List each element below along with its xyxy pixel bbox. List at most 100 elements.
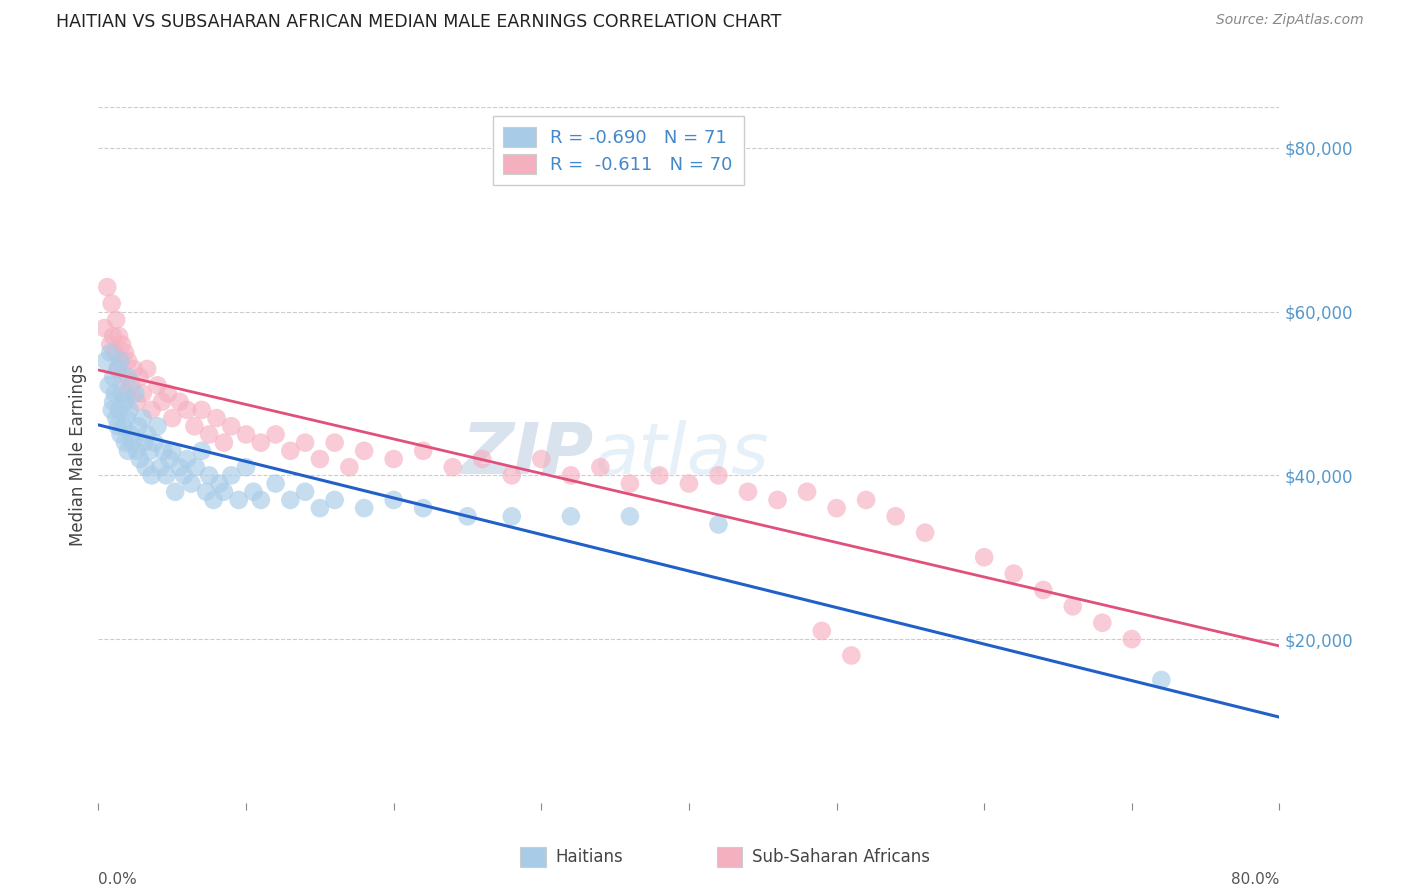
Point bbox=[183, 419, 205, 434]
Point bbox=[235, 427, 257, 442]
Point bbox=[202, 492, 225, 507]
Point bbox=[707, 517, 730, 532]
Point bbox=[841, 648, 863, 663]
Point bbox=[294, 435, 316, 450]
Point bbox=[111, 386, 134, 401]
Point bbox=[973, 550, 995, 565]
Point bbox=[180, 476, 202, 491]
Point bbox=[810, 624, 832, 638]
Point bbox=[136, 427, 159, 442]
Point bbox=[128, 370, 150, 384]
Point bbox=[107, 419, 129, 434]
Point bbox=[110, 353, 132, 368]
Point bbox=[264, 427, 287, 442]
Point bbox=[678, 476, 700, 491]
Point bbox=[309, 501, 332, 516]
Point bbox=[114, 345, 136, 359]
Point bbox=[323, 492, 346, 507]
Point bbox=[108, 403, 131, 417]
Text: ZIP: ZIP bbox=[463, 420, 595, 490]
Point bbox=[471, 452, 494, 467]
Point bbox=[169, 460, 191, 475]
Point bbox=[125, 443, 148, 458]
Point bbox=[530, 452, 553, 467]
Point bbox=[914, 525, 936, 540]
Point bbox=[127, 419, 149, 434]
Point bbox=[353, 501, 375, 516]
Point bbox=[107, 362, 129, 376]
Point bbox=[1062, 599, 1084, 614]
Point bbox=[619, 476, 641, 491]
Point bbox=[98, 345, 121, 359]
Point bbox=[560, 468, 582, 483]
Point bbox=[103, 394, 125, 409]
Point bbox=[104, 386, 127, 401]
Point bbox=[309, 452, 332, 467]
Point bbox=[219, 419, 242, 434]
Point bbox=[278, 443, 302, 458]
Point bbox=[141, 468, 163, 483]
Point bbox=[619, 509, 641, 524]
Point bbox=[412, 443, 434, 458]
Point bbox=[264, 476, 287, 491]
Point bbox=[117, 353, 139, 368]
Point bbox=[93, 321, 115, 335]
Point bbox=[456, 509, 478, 524]
Point bbox=[560, 509, 582, 524]
Point bbox=[103, 329, 125, 343]
Point bbox=[134, 435, 156, 450]
Point bbox=[323, 435, 346, 450]
Point bbox=[156, 386, 179, 401]
Point bbox=[228, 492, 250, 507]
Point bbox=[339, 460, 360, 475]
Point bbox=[117, 370, 139, 384]
Point bbox=[111, 337, 134, 351]
Text: 80.0%: 80.0% bbox=[1232, 872, 1279, 888]
Legend: R = -0.690   N = 71, R =  -0.611   N = 70: R = -0.690 N = 71, R = -0.611 N = 70 bbox=[492, 116, 744, 185]
Point bbox=[825, 501, 848, 516]
Point bbox=[136, 362, 159, 376]
Point bbox=[141, 403, 163, 417]
Point bbox=[219, 468, 242, 483]
Point bbox=[115, 386, 138, 401]
Point bbox=[112, 419, 135, 434]
Point bbox=[1091, 615, 1114, 630]
Point bbox=[1150, 673, 1173, 687]
Point bbox=[149, 460, 172, 475]
Point bbox=[108, 329, 131, 343]
Point bbox=[155, 468, 177, 483]
Point bbox=[382, 492, 405, 507]
Point bbox=[128, 452, 150, 467]
Point bbox=[501, 468, 523, 483]
Point bbox=[884, 509, 907, 524]
Point bbox=[173, 468, 195, 483]
Point bbox=[139, 443, 162, 458]
Point bbox=[212, 435, 235, 450]
Point bbox=[135, 460, 157, 475]
Point bbox=[162, 411, 183, 425]
Point bbox=[132, 386, 155, 401]
Text: 0.0%: 0.0% bbox=[98, 872, 138, 888]
Point bbox=[250, 492, 273, 507]
Point bbox=[294, 484, 316, 499]
Point bbox=[94, 353, 117, 368]
Point bbox=[114, 435, 136, 450]
Point bbox=[120, 378, 142, 392]
Point bbox=[242, 484, 264, 499]
Point bbox=[648, 468, 671, 483]
Point bbox=[105, 411, 128, 425]
Point bbox=[124, 386, 146, 401]
Point bbox=[143, 435, 166, 450]
Point bbox=[117, 443, 139, 458]
Point bbox=[103, 370, 125, 384]
Point bbox=[97, 378, 120, 392]
Point bbox=[122, 362, 145, 376]
Point bbox=[382, 452, 405, 467]
Point bbox=[191, 403, 214, 417]
Point bbox=[98, 337, 121, 351]
Text: Sub-Saharan Africans: Sub-Saharan Africans bbox=[752, 848, 931, 866]
Text: HAITIAN VS SUBSAHARAN AFRICAN MEDIAN MALE EARNINGS CORRELATION CHART: HAITIAN VS SUBSAHARAN AFRICAN MEDIAN MAL… bbox=[56, 13, 782, 31]
Point bbox=[235, 460, 257, 475]
Point bbox=[176, 403, 198, 417]
Point bbox=[191, 443, 214, 458]
